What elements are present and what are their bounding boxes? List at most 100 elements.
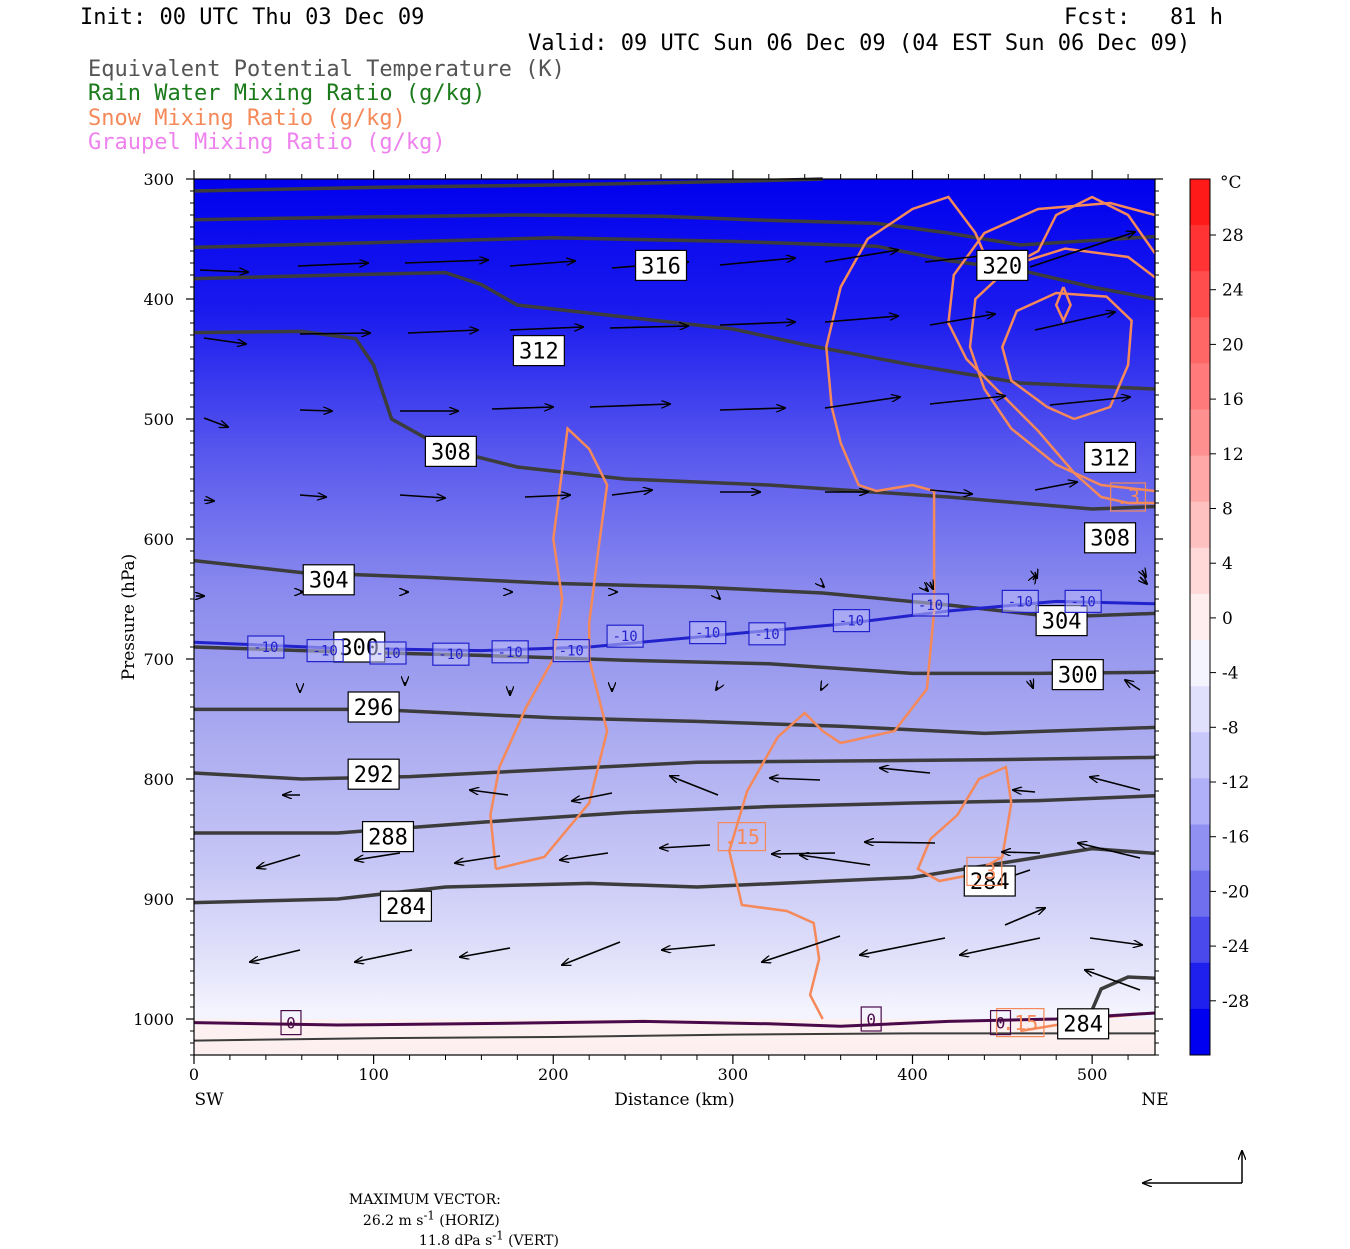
x-tick-label: 400 [897, 1065, 928, 1084]
isotherm-label: -10 [1001, 589, 1039, 614]
isotherm-label: -10 [689, 620, 727, 645]
theta-e-label-box [347, 758, 400, 790]
legend-theta-e: Equivalent Potential Temperature (K) [88, 57, 565, 82]
colorbar-label: -24 [1222, 937, 1249, 957]
theta-e-label-text: 288 [368, 826, 408, 851]
wind-vector [611, 490, 652, 496]
isotherm-label-text: -10 [438, 647, 463, 663]
colorbar-swatch [1190, 501, 1210, 549]
cross-section-chart: 316 3203123123083083043043003002962922882… [119, 170, 1249, 1200]
wind-vector [1125, 680, 1141, 691]
plot-background [194, 179, 1155, 1055]
wind-vector [609, 326, 688, 328]
colorbar-label: -16 [1222, 828, 1249, 848]
zero-label-box [280, 1009, 302, 1036]
colorbar-swatch [1190, 870, 1210, 918]
isotherm-label-box [369, 641, 407, 665]
wind-vector [824, 316, 898, 323]
wind-vector [719, 322, 795, 325]
snow-contour [489, 426, 609, 871]
wind-vector [824, 397, 900, 409]
theta-e-label-box [1057, 1008, 1110, 1040]
isotherm-label-text: -10 [695, 626, 720, 642]
wind-vector [1033, 575, 1036, 580]
wind-vector [524, 495, 570, 497]
colorbar-label: 0 [1222, 609, 1233, 629]
isotherm-label-box [748, 622, 786, 646]
theta-e-label-box [1084, 522, 1137, 554]
isotherm-label-text: -10 [1071, 594, 1096, 610]
theta-e-label: 308 [1084, 522, 1137, 554]
wind-vector [299, 333, 370, 334]
x-tick-label: 500 [1077, 1065, 1108, 1084]
colorbar-swatch [1190, 409, 1210, 457]
wind-vector [355, 949, 413, 962]
theta-e-label-text: 300 [1058, 664, 1098, 689]
snow-contour [947, 201, 1156, 505]
isotherm-label: -10 [432, 642, 470, 666]
wind-vector [257, 854, 301, 868]
zero-label-box [989, 1009, 1012, 1036]
theta-e-label-text: 304 [1042, 610, 1082, 635]
snow-label-box [1110, 482, 1147, 512]
x-tick-label: 200 [538, 1065, 569, 1084]
zero-label-box [860, 1006, 882, 1032]
isotherm-label: -10 [306, 638, 344, 663]
wind-vector [203, 337, 246, 344]
colorbar-swatch [1190, 363, 1210, 411]
isotherm-label-box [247, 635, 285, 659]
colorbar-label: 24 [1222, 281, 1244, 301]
theta-e-label: 316 [634, 249, 688, 281]
isotherm-label-box [552, 638, 590, 663]
wind-vector [460, 947, 511, 957]
colorbar-label: 8 [1222, 500, 1233, 520]
snow-label-text: .15 [724, 825, 760, 849]
theta-e-label: 308 [424, 435, 477, 467]
wind-vector [880, 768, 931, 774]
snow-contour [1000, 291, 1133, 421]
zero-label: 0 [280, 1009, 302, 1036]
theta-e-label-box [512, 335, 565, 367]
theta-e-label: 312 [512, 335, 565, 367]
wind-vector [860, 937, 946, 955]
wind-vector [1034, 482, 1077, 491]
wind-vector [250, 949, 301, 962]
wind-vector [404, 260, 488, 263]
x-tick-label: 0 [189, 1065, 199, 1084]
theta-e-contour [194, 794, 1156, 835]
wind-vector [203, 417, 228, 427]
y-tick-label: 1000 [133, 1010, 174, 1029]
theta-e-label: 320 [976, 249, 1029, 281]
wind-vector [572, 792, 613, 801]
wind-vector [670, 776, 719, 796]
colorbar-swatch [1190, 179, 1210, 226]
theta-e-contour [193, 329, 1156, 511]
theta-e-label-text: 284 [1063, 1013, 1103, 1038]
theta-e-contour [193, 213, 1156, 247]
theta-e-label: 304 [302, 564, 355, 596]
max-vector-label: MAXIMUM VECTOR: [348, 1192, 501, 1208]
valid-time: Valid: 09 UTC Sun 06 Dec 09 (04 EST Sun … [528, 31, 1191, 56]
colorbar-label: -8 [1222, 718, 1239, 738]
colorbar-swatch [1190, 225, 1210, 272]
theta-e-label: 292 [347, 758, 400, 790]
theta-e-label-text: 308 [431, 440, 471, 465]
shade-band [194, 1007, 1155, 1019]
wind-vector [1078, 843, 1141, 859]
y-tick-label: 500 [143, 410, 174, 429]
theta-e-label: 300 [1051, 658, 1104, 691]
zero-label: 0 [989, 1009, 1012, 1036]
wind-vector [929, 490, 972, 494]
isotherm-label-text: -10 [253, 640, 278, 656]
legend-snow: Snow Mixing Ratio (g/kg) [88, 106, 406, 131]
theta-e-label-box [379, 890, 433, 922]
colorbar-swatch [1190, 455, 1210, 503]
colorbar-swatch [1190, 271, 1210, 318]
theta-e-label: 304 [1035, 604, 1088, 637]
theta-e-label-text: 304 [309, 569, 349, 594]
wind-vector [822, 585, 824, 587]
isotherm-label: -10 [491, 640, 529, 664]
isotherm-label-box [1064, 589, 1102, 614]
isotherm-label-text: -10 [918, 598, 943, 614]
wind-vector [491, 407, 553, 409]
